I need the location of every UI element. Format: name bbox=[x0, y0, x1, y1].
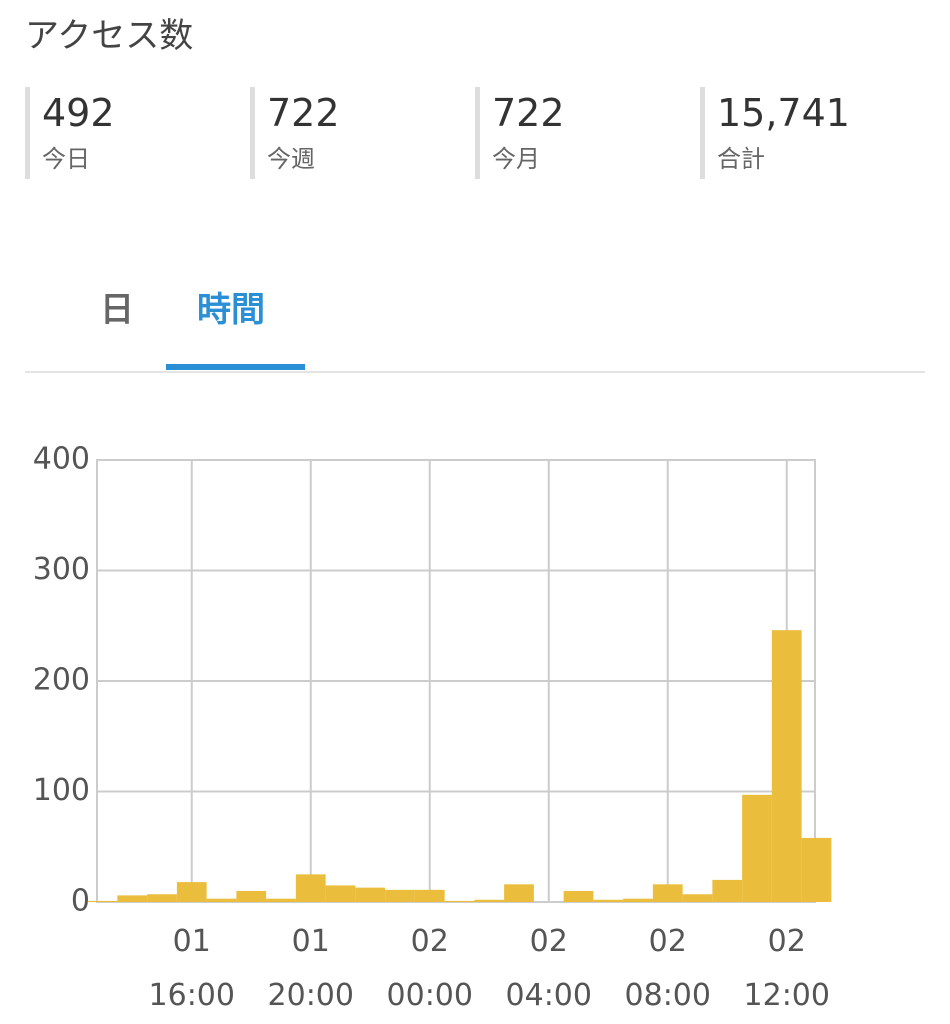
bar bbox=[236, 890, 267, 902]
x-tick-label: 02 12:00 bbox=[743, 924, 830, 1013]
divider bbox=[25, 371, 925, 373]
stat-value: 722 bbox=[267, 91, 340, 135]
bar bbox=[295, 874, 326, 902]
x-tick-label: 01 20:00 bbox=[267, 924, 354, 1013]
stat-card: 722 今週 bbox=[250, 87, 467, 179]
bar bbox=[742, 794, 772, 902]
stat-card: 492 今日 bbox=[25, 87, 242, 179]
tab[interactable]: 時間 bbox=[197, 290, 265, 330]
bar bbox=[474, 899, 505, 902]
x-tick-label: 02 04:00 bbox=[505, 924, 592, 1013]
bar bbox=[563, 890, 594, 902]
tab-indicator bbox=[166, 364, 305, 370]
bar bbox=[801, 837, 832, 902]
bar bbox=[771, 630, 802, 902]
bar bbox=[444, 900, 475, 902]
bar bbox=[623, 898, 653, 902]
x-tick-label: 01 16:00 bbox=[148, 924, 235, 1013]
stat-value: 15,741 bbox=[717, 91, 850, 135]
stat-card: 722 今月 bbox=[475, 87, 692, 179]
y-tick-label: 0 bbox=[71, 884, 90, 919]
y-tick-label: 100 bbox=[33, 773, 90, 808]
stat-value: 722 bbox=[492, 91, 565, 135]
bar bbox=[385, 889, 415, 902]
bar bbox=[712, 879, 743, 902]
bar bbox=[504, 884, 534, 902]
bar bbox=[206, 898, 237, 902]
bar bbox=[682, 894, 713, 902]
stat-value: 492 bbox=[42, 91, 115, 135]
page-title: アクセス数 bbox=[25, 16, 194, 56]
y-tick-label: 400 bbox=[33, 442, 90, 477]
tab[interactable]: 日 bbox=[100, 290, 134, 330]
stat-label: 今週 bbox=[267, 145, 315, 173]
bar bbox=[117, 895, 148, 902]
bar bbox=[266, 898, 296, 902]
bar bbox=[325, 885, 356, 902]
bar bbox=[176, 882, 207, 902]
bar bbox=[355, 887, 386, 902]
stat-label: 合計 bbox=[717, 145, 765, 173]
bar bbox=[593, 899, 624, 902]
bar bbox=[414, 889, 445, 902]
y-tick-label: 300 bbox=[33, 552, 90, 587]
x-tick-label: 02 00:00 bbox=[386, 924, 473, 1013]
stat-label: 今月 bbox=[492, 145, 540, 173]
bar bbox=[652, 884, 683, 902]
stat-label: 今日 bbox=[42, 145, 90, 173]
x-tick-label: 02 08:00 bbox=[624, 924, 711, 1013]
y-tick-label: 200 bbox=[33, 663, 90, 698]
bar bbox=[147, 894, 177, 902]
bar bbox=[87, 900, 118, 902]
stat-card: 15,741 合計 bbox=[700, 87, 917, 179]
